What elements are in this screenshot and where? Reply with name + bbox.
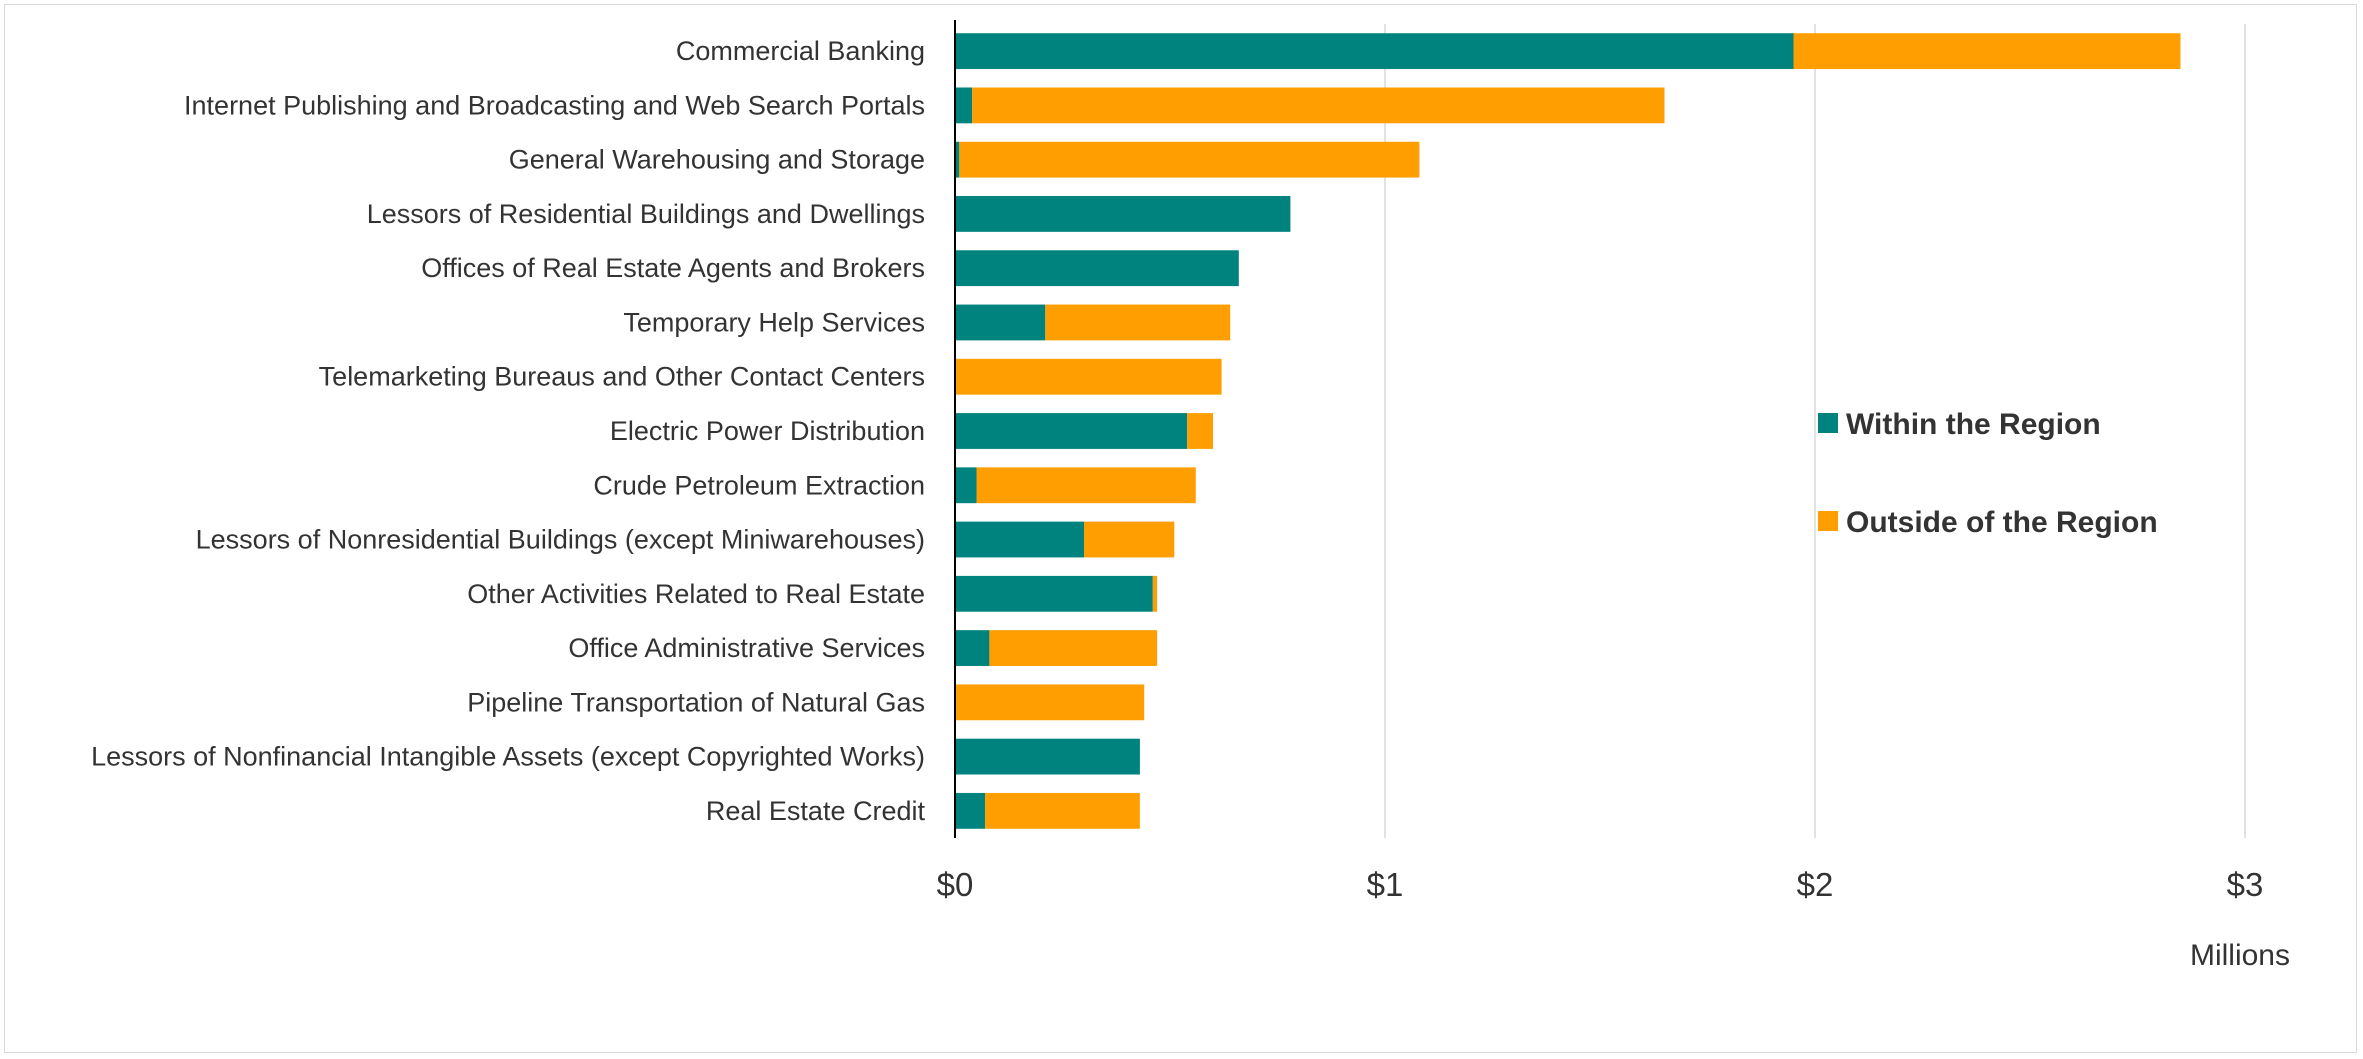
bar-within-3: [955, 196, 1291, 232]
bar-within-1: [955, 87, 973, 124]
legend: Within the Region Outside of the Region: [1818, 408, 2158, 539]
bar-within-10: [955, 575, 1153, 612]
bar-outside-6: [955, 358, 1222, 395]
bar-outside-1: [972, 87, 1665, 124]
x-tick-label-1: $1: [1367, 866, 1404, 903]
category-label-6: Telemarketing Bureaus and Other Contact …: [319, 362, 925, 392]
category-label-9: Lessors of Nonresidential Buildings (exc…: [196, 525, 925, 555]
bar-within-4: [955, 250, 1239, 287]
category-label-2: General Warehousing and Storage: [509, 145, 925, 175]
bar-outside-9: [1084, 521, 1175, 558]
bar-outside-5: [1045, 304, 1231, 341]
legend-label-within: Within the Region: [1846, 408, 2101, 441]
bar-within-5: [955, 304, 1046, 341]
category-label-3: Lessors of Residential Buildings and Dwe…: [367, 199, 925, 229]
category-label-4: Offices of Real Estate Agents and Broker…: [421, 253, 925, 283]
x-tick-labels: $0 $1 $2 $3: [937, 866, 2264, 903]
bar-within-2: [955, 141, 960, 178]
category-label-7: Electric Power Distribution: [610, 416, 925, 446]
x-tick-label-2: $2: [1797, 866, 1834, 903]
category-label-12: Pipeline Transportation of Natural Gas: [467, 687, 925, 717]
bar-outside-2: [959, 141, 1420, 178]
category-label-8: Crude Petroleum Extraction: [593, 470, 925, 500]
x-tick-label-0: $0: [937, 866, 974, 903]
chart-frame: [4, 4, 2357, 1053]
category-label-0: Commercial Banking: [676, 36, 925, 66]
bar-within-0: [955, 33, 1794, 70]
bar-within-11: [955, 630, 990, 666]
bar-outside-11: [989, 630, 1158, 666]
bar-outside-10: [1152, 575, 1158, 612]
category-label-1: Internet Publishing and Broadcasting and…: [184, 90, 925, 120]
legend-swatch-within: [1818, 413, 1838, 433]
bar-within-8: [955, 467, 977, 504]
x-tick-label-3: $3: [2227, 866, 2264, 903]
legend-label-outside: Outside of the Region: [1846, 506, 2158, 539]
bars: [955, 33, 2181, 829]
bar-outside-7: [1187, 413, 1213, 449]
category-labels: Commercial Banking Internet Publishing an…: [91, 36, 925, 826]
category-label-10: Other Activities Related to Real Estate: [467, 579, 925, 609]
bar-within-7: [955, 413, 1188, 449]
category-label-5: Temporary Help Services: [623, 307, 925, 337]
bar-outside-14: [985, 792, 1140, 829]
category-label-13: Lessors of Nonfinancial Intangible Asset…: [91, 742, 925, 772]
bar-within-14: [955, 792, 986, 829]
bar-outside-0: [1793, 33, 2181, 70]
gridlines: [1384, 24, 2246, 838]
bar-outside-8: [976, 467, 1196, 504]
legend-swatch-outside: [1818, 511, 1838, 531]
bar-within-13: [955, 738, 1140, 775]
category-label-11: Office Administrative Services: [568, 633, 925, 663]
bar-within-9: [955, 521, 1084, 558]
bar-outside-12: [955, 684, 1145, 721]
category-label-14: Real Estate Credit: [706, 796, 926, 826]
x-axis-unit-label: Millions: [2190, 939, 2290, 972]
